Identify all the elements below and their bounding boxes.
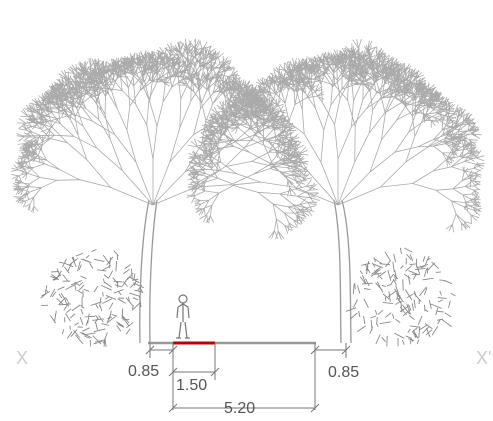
shrub bbox=[40, 249, 145, 347]
dimension-label: 0.85 bbox=[128, 363, 159, 380]
marker-start: X bbox=[16, 348, 28, 368]
dimension-label: 5.20 bbox=[224, 400, 255, 416]
dimension-lines bbox=[145, 343, 351, 413]
vegetation bbox=[11, 38, 485, 347]
dimension-label: 1.50 bbox=[176, 377, 207, 394]
dimension-label: 0.85 bbox=[328, 364, 359, 381]
person bbox=[176, 294, 190, 339]
shrub bbox=[345, 247, 456, 347]
tree-trunk bbox=[139, 199, 158, 344]
tree-crown bbox=[186, 38, 485, 233]
marker-end: X' bbox=[476, 348, 491, 368]
tree-trunk bbox=[333, 199, 352, 344]
